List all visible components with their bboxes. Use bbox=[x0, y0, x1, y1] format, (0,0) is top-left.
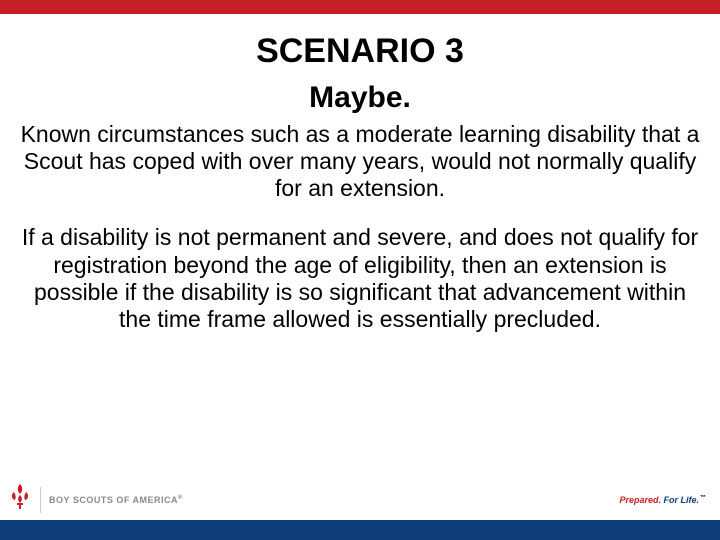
slide-footer: BOY SCOUTS OF AMERICA® Prepared. For Lif… bbox=[0, 481, 720, 540]
paragraph-1: Known circumstances such as a moderate l… bbox=[20, 121, 700, 202]
fleur-de-lis-icon bbox=[8, 483, 32, 516]
slide-content: SCENARIO 3 Maybe. Known circumstances su… bbox=[0, 14, 720, 540]
org-name-text: BOY SCOUTS OF AMERICA bbox=[49, 495, 178, 505]
paragraph-2: If a disability is not permanent and sev… bbox=[20, 224, 700, 333]
footer-divider bbox=[40, 487, 41, 513]
slide-title: SCENARIO 3 bbox=[20, 32, 700, 71]
footer-content: BOY SCOUTS OF AMERICA® Prepared. For Lif… bbox=[0, 481, 720, 520]
footer-accent-bar bbox=[0, 520, 720, 540]
registered-mark: ® bbox=[178, 495, 183, 501]
bsa-logo bbox=[8, 483, 32, 516]
footer-left: BOY SCOUTS OF AMERICA® bbox=[8, 483, 183, 516]
top-accent-bar bbox=[0, 0, 720, 14]
tagline-prepared: Prepared. bbox=[619, 495, 661, 505]
tagline: Prepared. For Life.™ bbox=[619, 495, 706, 505]
trademark: ™ bbox=[700, 495, 706, 501]
slide: SCENARIO 3 Maybe. Known circumstances su… bbox=[0, 0, 720, 540]
slide-answer: Maybe. bbox=[20, 81, 700, 115]
org-name: BOY SCOUTS OF AMERICA® bbox=[49, 495, 183, 505]
tagline-forlife: For Life. bbox=[661, 495, 699, 505]
